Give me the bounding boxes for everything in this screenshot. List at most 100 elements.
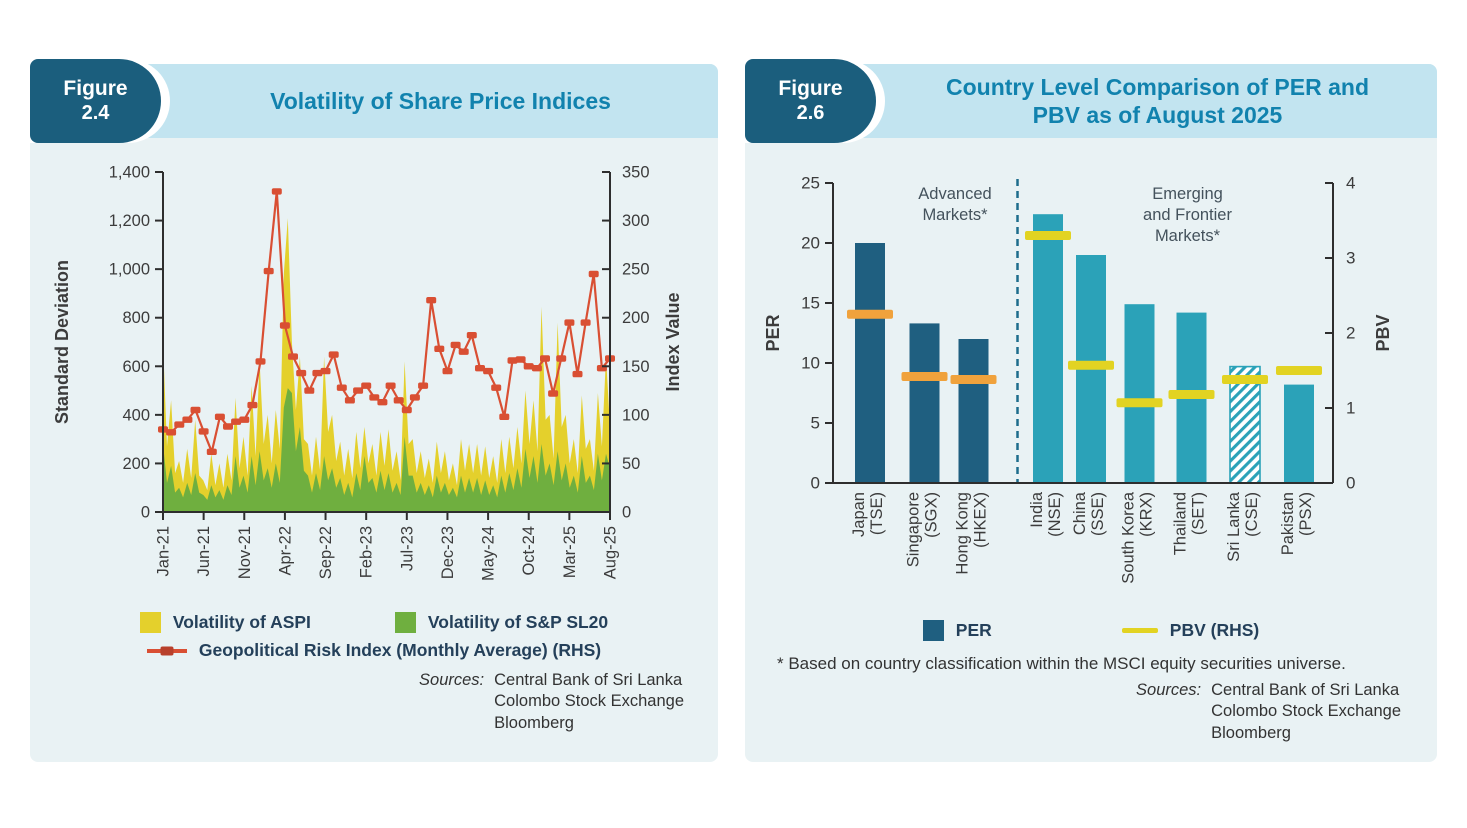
- x-axis-tick-label: May-24: [480, 526, 498, 581]
- left-axis-tick-label: 1,000: [109, 261, 150, 279]
- right-axis-tick-label: 4: [1346, 174, 1355, 193]
- x-axis-country-label: South Korea: [1120, 491, 1138, 584]
- pbv-marker: [1222, 375, 1268, 384]
- gpr-marker: [166, 429, 177, 436]
- gpr-marker: [304, 387, 315, 394]
- gpr-marker: [491, 384, 502, 391]
- gpr-marker: [499, 413, 510, 420]
- x-axis-exchange-label: (KRX): [1138, 492, 1156, 537]
- group-annotation: Markets*: [1155, 227, 1221, 245]
- badge-word: Figure: [63, 77, 128, 100]
- right-axis-tick-label: 50: [622, 455, 640, 473]
- x-axis-tick-label: Nov-21: [236, 526, 254, 579]
- right-axis-title: Index Value: [663, 292, 683, 391]
- pbv-marker: [1025, 231, 1071, 240]
- gpr-marker: [190, 406, 201, 414]
- pbv-marker: [950, 375, 997, 384]
- source-line: Bloomberg: [1211, 723, 1291, 742]
- legend-row: PER PBV (RHS): [922, 620, 1260, 641]
- right-axis-tick-label: 150: [622, 358, 650, 376]
- x-axis-country-label: Hong Kong: [954, 492, 972, 575]
- figure-2-6-header: Figure 2.6 Country Level Comparison of P…: [745, 59, 1437, 143]
- x-axis-exchange-label: (HKEX): [972, 492, 990, 548]
- gpr-marker: [393, 397, 404, 404]
- per-bar: [1124, 304, 1155, 483]
- per-pbv-legend: PER PBV (RHS): [745, 620, 1437, 641]
- gpr-marker: [475, 365, 485, 372]
- figure-2-4-badge-frame: Figure 2.4: [30, 59, 170, 143]
- pbv-marker: [901, 372, 948, 381]
- per-pbv-chart: Japan (TSE) Singapore (SGX) Hong Kong (HKEX) I…: [763, 174, 1393, 584]
- gpr-marker: [426, 297, 437, 304]
- gpr-marker: [580, 319, 591, 326]
- pbv-marker: [1068, 360, 1114, 370]
- sources-lines: Central Bank of Sri Lanka Colombo Stock …: [1211, 680, 1401, 744]
- right-axis-tick-label: 300: [622, 212, 650, 230]
- gpr-marker: [328, 351, 339, 358]
- gpr-marker: [466, 332, 477, 339]
- left-axis-tick-label: 10: [801, 354, 820, 373]
- legend-label-pbv: PBV (RHS): [1169, 620, 1260, 640]
- gpr-marker: [523, 363, 534, 370]
- gpr-marker: [271, 188, 282, 195]
- x-axis-country-label: Sri Lanka: [1225, 491, 1243, 562]
- x-axis-exchange-label: (SSE): [1089, 492, 1107, 536]
- left-axis-tick-label: 800: [122, 309, 150, 327]
- x-axis-tick-label: Jan-21: [155, 526, 173, 576]
- title-line: Volatility of Share Price Indices: [270, 88, 611, 114]
- sources-block: Sources: Central Bank of Sri Lanka Colom…: [419, 670, 684, 734]
- gpr-marker: [369, 394, 380, 401]
- x-axis-country-label: Singapore: [905, 492, 923, 567]
- left-axis-tick-label: 15: [801, 294, 820, 313]
- badge-number: 2.4: [81, 102, 110, 124]
- pbv-dash-swatch-icon: [1121, 628, 1158, 633]
- pbv-marker: [1116, 398, 1163, 408]
- gpr-marker: [198, 428, 209, 435]
- gpr-marker: [263, 267, 274, 275]
- gpr-marker: [442, 367, 453, 375]
- left-axis-tick-label: 1,200: [109, 212, 150, 230]
- legend-label-aspi: Volatility of ASPI: [172, 612, 311, 632]
- gpr-marker: [572, 370, 583, 378]
- legend-label-sl20: Volatility of S&P SL20: [427, 612, 609, 632]
- group-annotation: Advanced: [918, 185, 991, 203]
- pbv-marker: [847, 309, 893, 319]
- x-axis-country-label: India: [1028, 491, 1046, 528]
- legend-label-gpr: Geopolitical Risk Index (Monthly Average…: [198, 640, 602, 660]
- x-axis-tick-label: Oct-24: [520, 526, 538, 576]
- left-axis-tick-label: 0: [141, 504, 150, 522]
- right-axis-tick-label: 0: [622, 504, 631, 522]
- gpr-marker: [255, 358, 266, 365]
- gpr-marker: [182, 416, 193, 423]
- gpr-marker: [588, 270, 599, 278]
- left-axis-tick-label: 1,400: [109, 164, 150, 182]
- gpr-marker: [353, 387, 364, 394]
- x-axis-exchange-label: (NSE): [1046, 492, 1064, 537]
- volatility-chart: 0 200 400 600 800 1,000 1,200 1,400 0 50 100 150 200…: [52, 164, 683, 582]
- figure-2-4-title: Volatility of Share Price Indices: [175, 64, 706, 138]
- badge-word: Figure: [778, 77, 843, 100]
- sources-lines: Central Bank of Sri Lanka Colombo Stock …: [494, 670, 684, 734]
- x-axis-tick-label: Aug-25: [602, 526, 620, 579]
- group-annotation: and Frontier: [1143, 206, 1232, 224]
- figure-2-6-panel: Figure 2.6 Country Level Comparison of P…: [745, 59, 1437, 762]
- figure-2-6-badge-frame: Figure 2.6: [745, 59, 885, 143]
- gpr-marker: [344, 397, 355, 404]
- gpr-marker: [450, 341, 461, 349]
- right-axis-tick-label: 350: [622, 164, 650, 182]
- gpr-marker: [458, 348, 469, 355]
- x-axis-tick-label: Dec-23: [439, 526, 457, 579]
- gpr-marker: [507, 357, 518, 364]
- gpr-marker: [556, 355, 567, 362]
- gpr-marker: [385, 382, 396, 389]
- x-axis-country-label: China: [1071, 491, 1089, 535]
- left-axis-title: PER: [763, 314, 783, 351]
- legend-item-aspi: Volatility of ASPI: [139, 612, 311, 633]
- right-axis-title: PBV: [1373, 314, 1393, 351]
- aspi-swatch-icon: [139, 612, 161, 633]
- x-axis-tick-label: Jun-21: [195, 526, 213, 576]
- gpr-marker: [418, 382, 429, 389]
- gpr-marker: [296, 369, 307, 377]
- source-line: Colombo Stock Exchange: [1211, 702, 1401, 721]
- gpr-marker: [239, 416, 250, 423]
